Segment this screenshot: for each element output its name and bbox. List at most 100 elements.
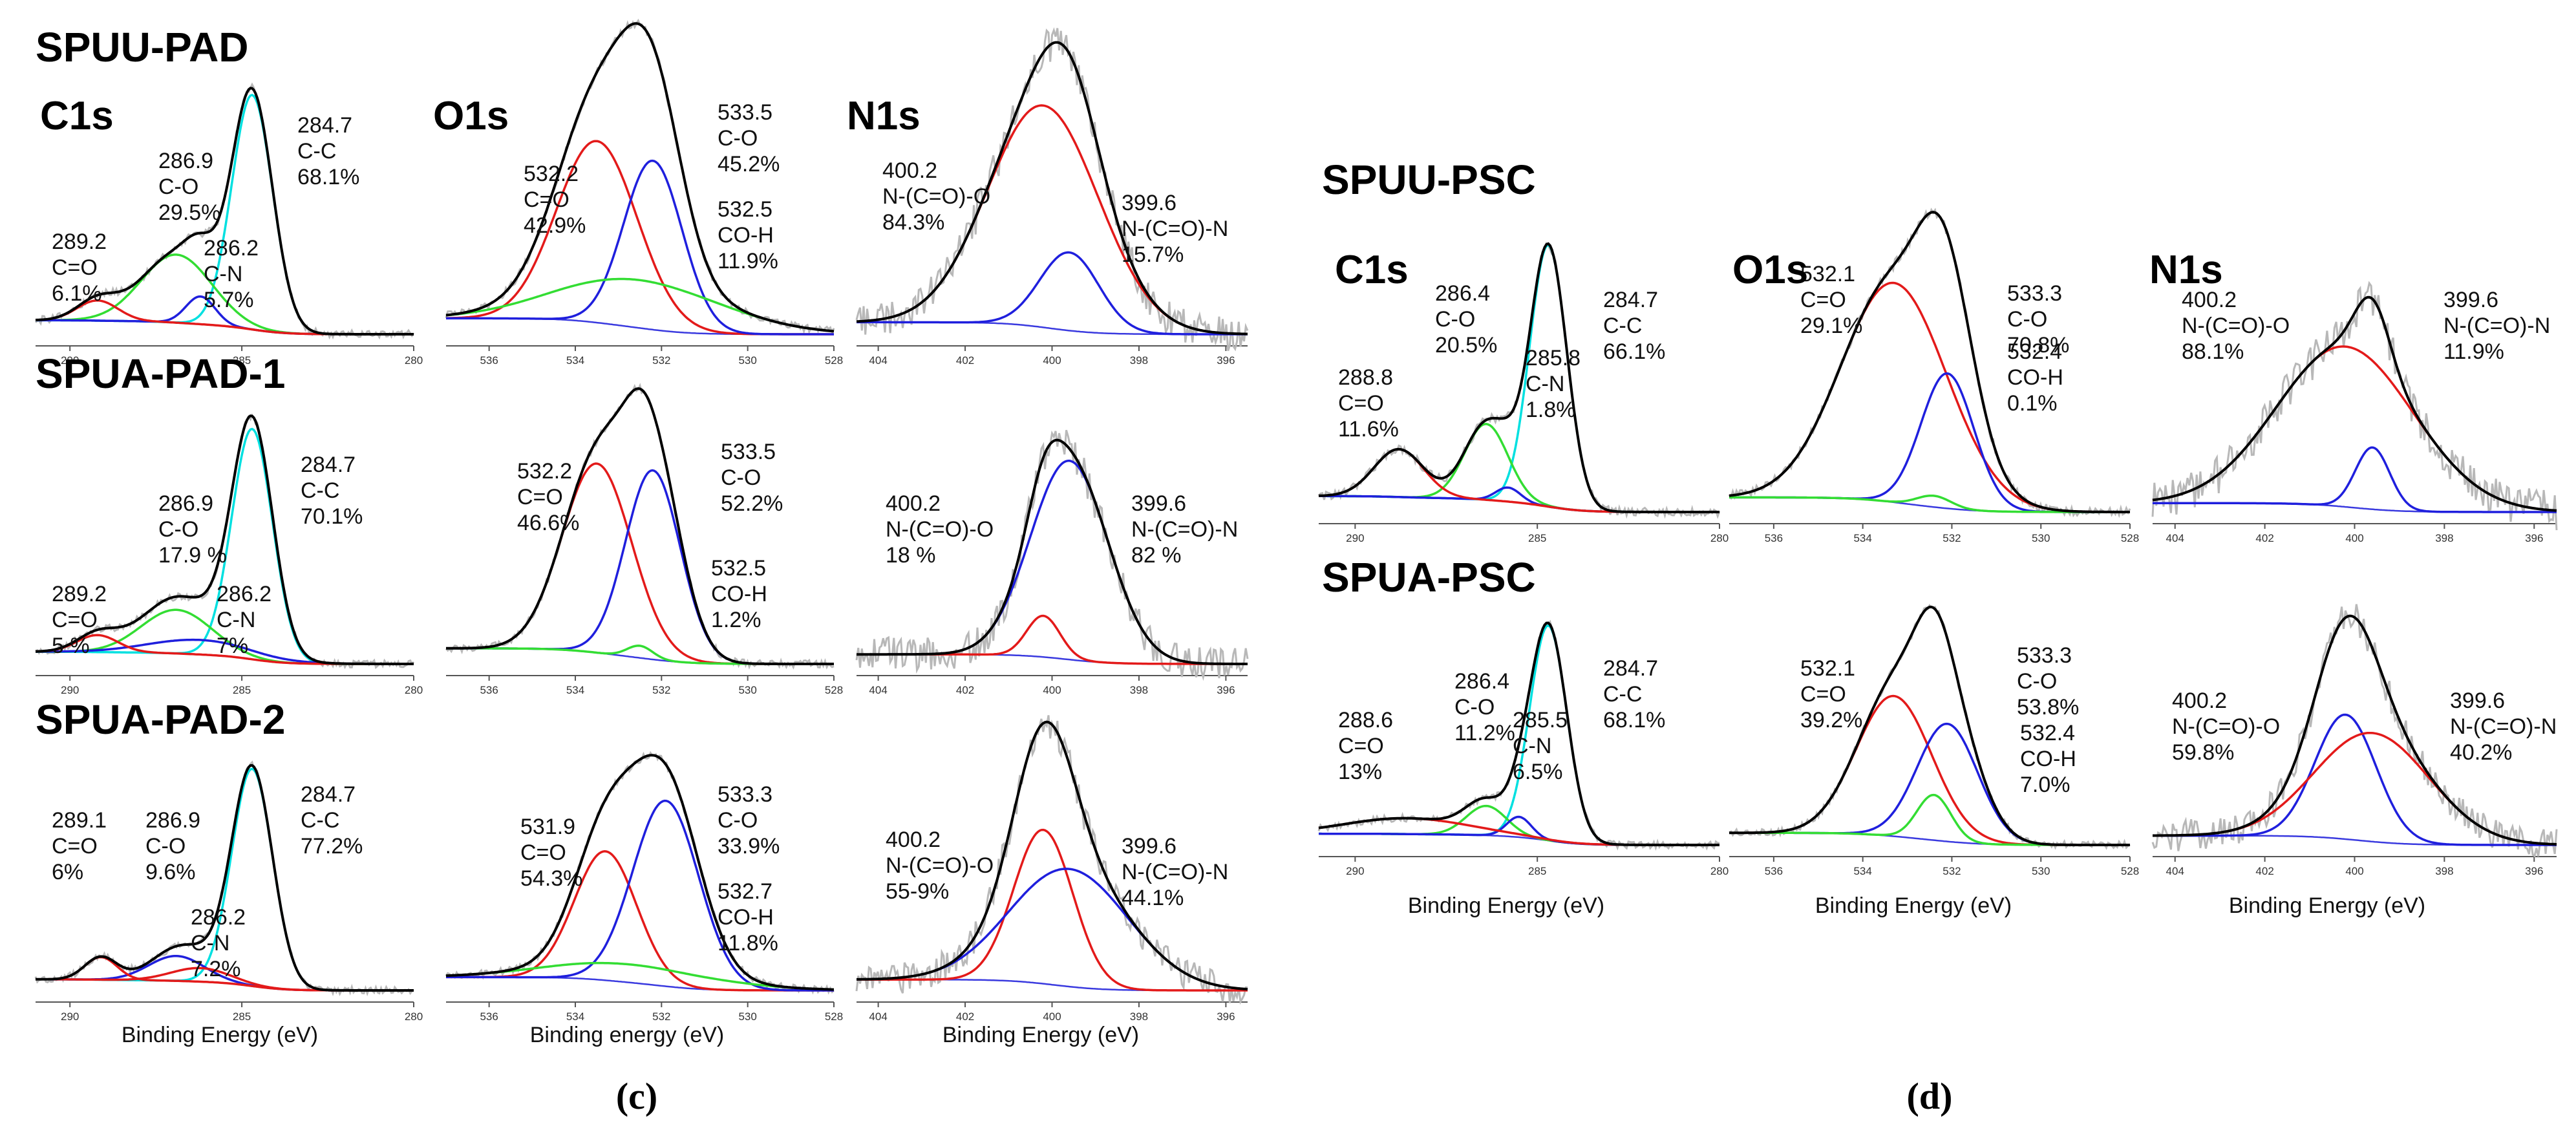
peak-annotation-line: 82 %: [1131, 543, 1182, 568]
peak-annotation-line: 5.7%: [204, 288, 254, 312]
peak-annotation: 286.2 C-N 7%: [217, 582, 271, 658]
peak-annotation: 288.8 C=O 11.6%: [1338, 365, 1399, 442]
x-tick-label: 404: [869, 684, 887, 696]
peak-annotation: 286.9 C-O 9.6%: [145, 808, 200, 884]
peak-annotation: 289.2 C=O 5 %: [52, 582, 107, 658]
title-n1s-spuu-psc: N1s: [2149, 248, 2223, 292]
peak-annotation-line: 532.5: [711, 556, 766, 581]
x-tick-label: 532: [652, 354, 670, 367]
xps-panel-spuu-pad-c1s: 290 285 280 284.7 C-C 68.1% 286.9 C-O 29.5% 286.2…: [34, 82, 423, 367]
peak-annotation-line: 70.8%: [2007, 333, 2069, 358]
peak-annotation-line: C-N: [1513, 734, 1551, 758]
fit-envelope-line: [1729, 605, 2130, 846]
peak-annotation-line: C-C: [1603, 682, 1642, 707]
x-tick-label: 290: [61, 354, 79, 367]
sample-title-spua-pad-2: SPUA-PAD-2: [36, 696, 285, 743]
peak-annotation-line: N-(C=O)-O: [886, 517, 994, 542]
peak-annotation: 532.1 C=O 29.1%: [1800, 262, 1862, 338]
peak-annotation: 533.3 C-O 33.9%: [718, 782, 780, 859]
peak-annotation-line: 289.2: [52, 582, 107, 606]
peak-annotation-line: 7%: [217, 634, 248, 658]
x-tick-label: 280: [405, 354, 423, 367]
peak-annotation-line: 59.8%: [2172, 740, 2234, 765]
xps-panel-spua-psc-region13: 536 534 532 530 528 533.3 C-O 53.8% 532.1 C=O 39.2…: [1729, 603, 2139, 877]
peak-annotation-line: N-(C=O)-N: [1122, 217, 1228, 241]
peak-annotation-line: C=O: [517, 485, 563, 509]
x-tick-label: 400: [1043, 684, 1061, 696]
peak-annotation-line: 288.6: [1338, 708, 1393, 732]
sample-title-spuu-psc: SPUU-PSC: [1322, 156, 1536, 203]
peak-annotation-line: C-O: [718, 126, 758, 151]
peak-annotation-line: C=O: [1338, 391, 1384, 416]
raw-spectrum-line: [2151, 281, 2558, 531]
peak-annotation-line: 52.2%: [721, 491, 783, 516]
peak-annotation: 286.4 C-O 20.5%: [1435, 281, 1497, 358]
peak-annotation: 286.4 C-O 11.2%: [1454, 669, 1515, 745]
peak-annotation-line: C=O: [52, 834, 98, 859]
peak-annotation: 532.5 CO-H 1.2%: [711, 556, 767, 632]
peak-annotation-line: C-O: [1454, 695, 1495, 720]
peak-annotation-line: 400.2: [882, 158, 937, 183]
peak-annotation-line: 17.9 %: [158, 543, 227, 568]
sample-title-spua-psc: SPUA-PSC: [1322, 554, 1536, 601]
x-tick-label: 404: [869, 1010, 887, 1023]
fit-envelope-line: [856, 41, 1248, 336]
x-tick-label: 280: [1710, 865, 1729, 877]
peak-annotation: 285.8 C-N 1.8%: [1526, 346, 1581, 422]
peak-annotation-line: C-N: [1526, 372, 1564, 396]
fit-envelope-line: [1729, 211, 2130, 513]
peak-annotation-line: 42.9%: [524, 213, 586, 238]
peak-annotation: 533.3 C-O 53.8%: [2017, 643, 2079, 720]
peak-annotation-line: 286.9: [145, 808, 200, 833]
x-tick-label: 396: [2525, 865, 2543, 877]
fit-envelope-line: [2153, 614, 2557, 846]
peak-annotation-line: C-O: [145, 834, 186, 859]
peak-annotation-line: 39.2%: [1800, 708, 1862, 732]
title-o1s-spuu-pad: O1s: [433, 94, 509, 138]
peak-annotation-line: C-O: [718, 808, 758, 833]
peak-annotation-line: 284.7: [301, 453, 356, 477]
peak-annotation: 400.2 N-(C=O)-O 88.1%: [2182, 288, 2290, 364]
fit-envelope-line: [857, 720, 1248, 991]
x-tick-label: 402: [956, 684, 974, 696]
peak-annotation-line: C-O: [721, 465, 761, 490]
peak-annotation-line: C-C: [1603, 314, 1642, 338]
x-tick-label: 528: [825, 1010, 843, 1023]
x-tick-label: 396: [1217, 684, 1235, 696]
xlabel-spua-pad-2-o1s: Binding energy (eV): [530, 1023, 725, 1047]
peak-annotation-line: 68.1%: [1603, 708, 1665, 732]
peak-annotation-line: 532.5: [718, 197, 772, 222]
peak-annotation-line: 286.9: [158, 149, 213, 173]
peak-annotation: 399.6 N-(C=O)-N 11.9%: [2443, 288, 2550, 364]
peak-annotation-line: 5 %: [52, 634, 90, 658]
peak-annotation: 532.2 C=O 42.9%: [524, 162, 586, 238]
peak-annotation-line: C-O: [158, 175, 198, 199]
x-tick-label: 536: [480, 1010, 498, 1023]
x-tick-label: 285: [1528, 865, 1546, 877]
peak-annotation-line: 531.9: [520, 815, 575, 839]
title-c1s-spuu-pad: C1s: [40, 94, 114, 138]
peak-annotation-line: 532.4: [2020, 721, 2075, 745]
peak-annotation-line: C=O: [1800, 682, 1846, 707]
x-tick-label: 285: [233, 1010, 251, 1023]
peak-annotation: 284.7 C-C 68.1%: [1603, 656, 1665, 732]
peak-annotation-line: N-(C=O)-N: [1122, 860, 1228, 884]
xlabel-spua-psc-o1s: Binding Energy (eV): [1815, 893, 2012, 918]
xps-panel-spua-pad-2-region7: 536 534 532 530 528 533.3 C-O 33.9% 531.9 C=O 54.3…: [445, 751, 843, 1023]
peak-annotation-line: 0.1%: [2007, 391, 2058, 416]
peak-annotation: 286.2 C-N 7.2%: [191, 905, 246, 981]
x-tick-label: 528: [2121, 532, 2139, 544]
x-tick-label: 404: [869, 354, 887, 367]
x-tick-label: 400: [1043, 354, 1061, 367]
x-tick-label: 404: [2166, 865, 2184, 877]
peak-annotation-line: CO-H: [718, 223, 774, 248]
peak-annotation-line: C-N: [204, 262, 242, 286]
peak-annotation-line: 46.6%: [517, 511, 579, 535]
x-tick-label: 404: [2166, 532, 2184, 544]
peak-annotation-line: 33.9%: [718, 834, 780, 859]
peak-annotation-line: 44.1%: [1122, 886, 1184, 910]
peak-annotation-line: C-O: [2007, 307, 2047, 332]
peak-annotation-line: CO-H: [2007, 365, 2063, 390]
